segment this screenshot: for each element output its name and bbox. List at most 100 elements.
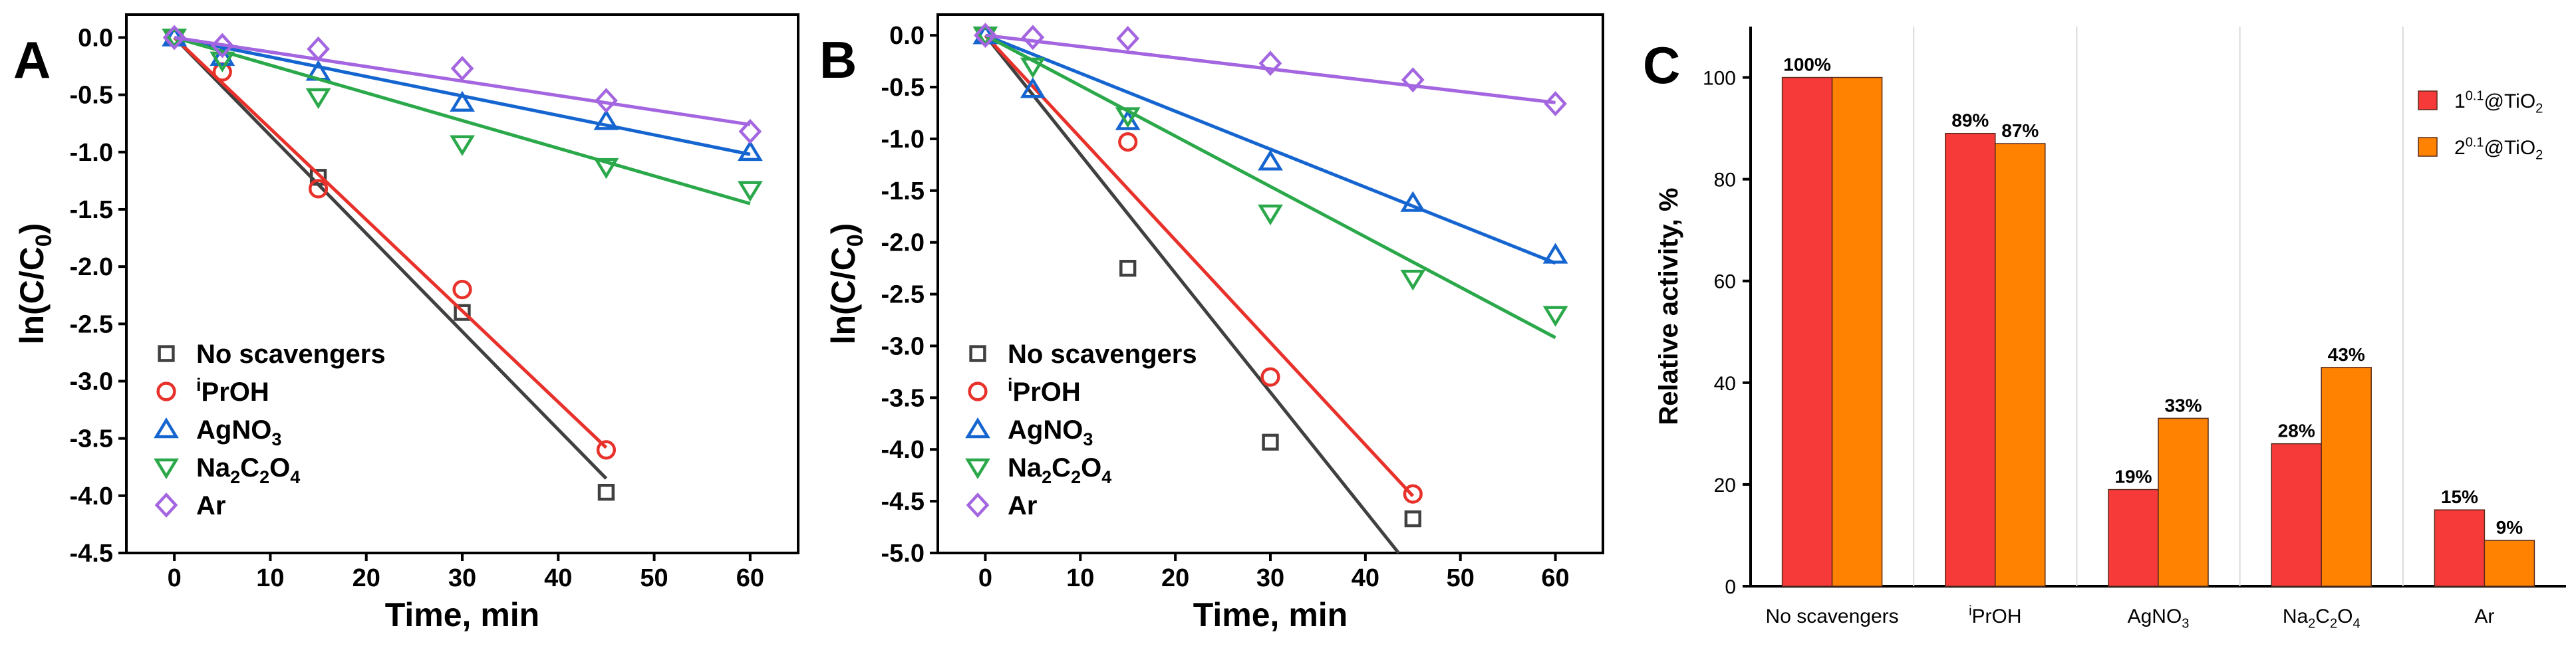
category-label: AgNO3 [2128, 605, 2190, 631]
y-tick-label: -4.0 [881, 436, 925, 464]
data-point [210, 33, 234, 58]
y-tick-label: -4.5 [881, 488, 925, 516]
bar-value-label: 9% [2496, 517, 2523, 538]
legend-label: AgNO3 [1008, 415, 1093, 449]
y-tick-label: -2.0 [881, 229, 925, 257]
y-tick-label: 0.0 [78, 24, 113, 52]
category-label: No scavengers [1766, 605, 1899, 627]
data-point [1404, 510, 1421, 528]
x-tick-label: 50 [1447, 564, 1475, 592]
panel-c: 0 20 40 60 80 100 Relative activity, % C No scav… [1643, 27, 2566, 631]
data-point [593, 158, 619, 179]
data-point [597, 484, 615, 501]
y-tick-label: -5.0 [881, 540, 925, 568]
y-tick-label: -2.5 [881, 281, 925, 309]
data-point [1400, 269, 1426, 291]
data-point [1020, 77, 1046, 98]
legend-marker [154, 417, 179, 439]
x-tick-label: 10 [256, 564, 284, 592]
y-tick-label: -3.5 [70, 425, 113, 453]
legend-label: No scavengers [1008, 340, 1197, 369]
data-point [210, 51, 235, 72]
y-tick-label: -3.0 [881, 332, 925, 360]
data-point [450, 56, 474, 81]
bar [2484, 540, 2535, 587]
legend-label: 10.1@TiO2 [2454, 89, 2543, 116]
data-point [1115, 109, 1141, 130]
series-4 [974, 23, 1567, 116]
y-tick-label: -0.5 [70, 82, 113, 110]
data-point [1401, 67, 1425, 93]
data-point [1118, 132, 1138, 152]
legend-label: 20.1@TiO2 [2454, 136, 2543, 163]
fit-line [984, 33, 1556, 265]
bar-value-label: 89% [1951, 110, 1989, 131]
series-3 [972, 26, 1568, 340]
data-point [595, 88, 618, 114]
bar-value-label: 100% [1783, 54, 1831, 75]
y-tick-label: -2.5 [70, 310, 113, 338]
x-tick-label: 20 [353, 564, 380, 592]
fit-line [984, 33, 1556, 340]
bar [1995, 143, 2046, 587]
y-tick-label: 0.0 [889, 22, 925, 50]
fit-line [985, 33, 1556, 104]
data-point [1115, 107, 1141, 128]
bar [2321, 367, 2372, 587]
data-point [1544, 91, 1567, 116]
data-point [1542, 306, 1568, 327]
bar [2108, 489, 2159, 587]
bar [1781, 76, 1833, 587]
legend-label: AgNO3 [196, 415, 281, 449]
data-point [1258, 51, 1282, 76]
legend-marker [154, 492, 178, 518]
data-point [737, 181, 763, 202]
data-point [305, 88, 331, 110]
x-tick-label: 30 [448, 564, 476, 592]
category-label: Ar [2474, 605, 2494, 627]
data-point [1262, 433, 1279, 451]
series-4 [162, 25, 762, 144]
x-tick-label: 40 [1352, 564, 1379, 592]
y-tick-label: -0.5 [881, 74, 925, 102]
data-point [309, 169, 327, 186]
y-tick-label: -1.5 [70, 196, 113, 224]
data-point [738, 118, 762, 144]
y-tick-label: -1.5 [881, 177, 925, 205]
data-point [1021, 25, 1045, 51]
data-point [1116, 25, 1140, 51]
bar-value-label: 33% [2164, 395, 2202, 415]
bar-value-label: 19% [2114, 467, 2152, 487]
data-point [1260, 367, 1280, 387]
data-point [450, 135, 475, 156]
x-tick-label: 50 [640, 564, 668, 592]
y-tick-label: -4.5 [70, 540, 113, 568]
data-point [210, 45, 235, 66]
data-point [1542, 243, 1568, 264]
legend-marker [156, 382, 176, 401]
y-tick-label: -1.0 [70, 139, 113, 167]
legend-label: iPrOH [196, 375, 269, 407]
y-axis-label: ln(C/C0) [825, 223, 868, 345]
category-label: Na2C2O4 [2283, 605, 2361, 631]
y-tick-label: -4.0 [70, 483, 113, 510]
panel-label: C [1643, 36, 1680, 94]
panel-b: 0 10 20 30 40 50 60 0.0 -0.5 -1.0 -1.5 -2.0 -2.5 -3.0… [819, 13, 1604, 633]
x-tick-label: 60 [736, 564, 764, 592]
data-point [1119, 259, 1137, 277]
x-tick-label: 20 [1161, 564, 1189, 592]
x-axis-label: Time, min [385, 596, 539, 633]
legend-swatch [2418, 137, 2438, 157]
legend-label: Na2C2O4 [196, 453, 300, 487]
y-tick-label: -1.0 [881, 126, 925, 154]
data-point [450, 90, 475, 112]
fit-line [173, 36, 608, 449]
data-point [307, 36, 330, 62]
panel-a: 0 10 20 30 40 50 60 0.0 -0.5 -1.0 -1.5 -2.0 -2.5 -3.0… [13, 13, 799, 633]
x-tick-label: 60 [1541, 564, 1569, 592]
fit-line [174, 35, 751, 126]
y-axis-label: Relative activity, % [1654, 187, 1683, 425]
bar-value-label: 15% [2441, 487, 2478, 507]
data-point [308, 179, 329, 199]
